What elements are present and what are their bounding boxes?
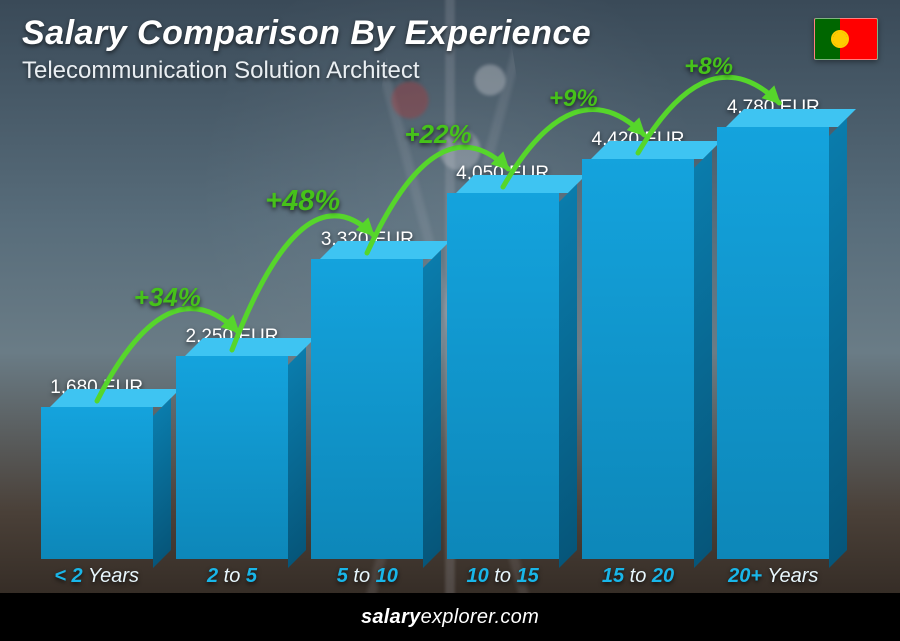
bar-column: 4,420 EUR bbox=[579, 90, 696, 559]
x-label: 2 to 5 bbox=[173, 559, 290, 593]
increase-arc: +8% bbox=[634, 53, 784, 81]
infographic-stage: Salary Comparison By Experience Telecomm… bbox=[0, 0, 900, 641]
page-title: Salary Comparison By Experience bbox=[22, 14, 591, 53]
x-label: 15 to 20 bbox=[579, 559, 696, 593]
x-labels: < 2 Years 2 to 5 5 to 10 10 to 15 15 to 20 20… bbox=[30, 559, 840, 593]
bar-column: 3,320 EUR bbox=[309, 90, 426, 559]
x-label: 20+ Years bbox=[715, 559, 832, 593]
bar-side-face bbox=[423, 250, 441, 568]
bar-top-face bbox=[591, 141, 721, 159]
bar-side-face bbox=[694, 150, 712, 568]
bar-side-face bbox=[829, 118, 847, 568]
bar-column: 4,780 EUR bbox=[715, 90, 832, 559]
bar-3d bbox=[447, 193, 559, 559]
bar-front-face bbox=[582, 159, 694, 559]
page-subtitle: Telecommunication Solution Architect bbox=[22, 57, 591, 85]
increase-percent-label: +8% bbox=[684, 53, 733, 81]
bar-column: 2,250 EUR bbox=[173, 90, 290, 559]
salary-bar-chart: 1,680 EUR2,250 EUR3,320 EUR4,050 EUR4,42… bbox=[30, 90, 840, 593]
x-label: 5 to 10 bbox=[309, 559, 426, 593]
bar-front-face bbox=[41, 407, 153, 559]
bar-top-face bbox=[320, 241, 450, 259]
bar-3d bbox=[311, 259, 423, 559]
brand-domain: .com bbox=[495, 606, 540, 628]
bar-front-face bbox=[311, 259, 423, 559]
bar-front-face bbox=[447, 193, 559, 559]
x-label: < 2 Years bbox=[38, 559, 155, 593]
brand-suffix: explorer bbox=[421, 606, 495, 628]
bar-3d bbox=[176, 356, 288, 559]
bar-side-face bbox=[559, 184, 577, 568]
bar-front-face bbox=[176, 356, 288, 559]
bar-3d bbox=[582, 159, 694, 559]
flag-shield-icon bbox=[836, 34, 844, 44]
country-flag-portugal bbox=[814, 18, 878, 60]
footer-brand: salaryexplorer.com bbox=[0, 593, 900, 641]
bar-top-face bbox=[726, 109, 856, 127]
bar-side-face bbox=[153, 398, 171, 568]
bar-column: 4,050 EUR bbox=[444, 90, 561, 559]
bar-top-face bbox=[185, 338, 315, 356]
bar-top-face bbox=[50, 389, 180, 407]
x-label: 10 to 15 bbox=[444, 559, 561, 593]
bar-3d bbox=[41, 407, 153, 559]
bar-3d bbox=[717, 127, 829, 559]
bar-front-face bbox=[717, 127, 829, 559]
bar-side-face bbox=[288, 347, 306, 568]
title-block: Salary Comparison By Experience Telecomm… bbox=[22, 14, 591, 85]
brand-prefix: salary bbox=[361, 606, 421, 628]
bar-top-face bbox=[456, 175, 586, 193]
bar-column: 1,680 EUR bbox=[38, 90, 155, 559]
bars-container: 1,680 EUR2,250 EUR3,320 EUR4,050 EUR4,42… bbox=[30, 90, 840, 559]
